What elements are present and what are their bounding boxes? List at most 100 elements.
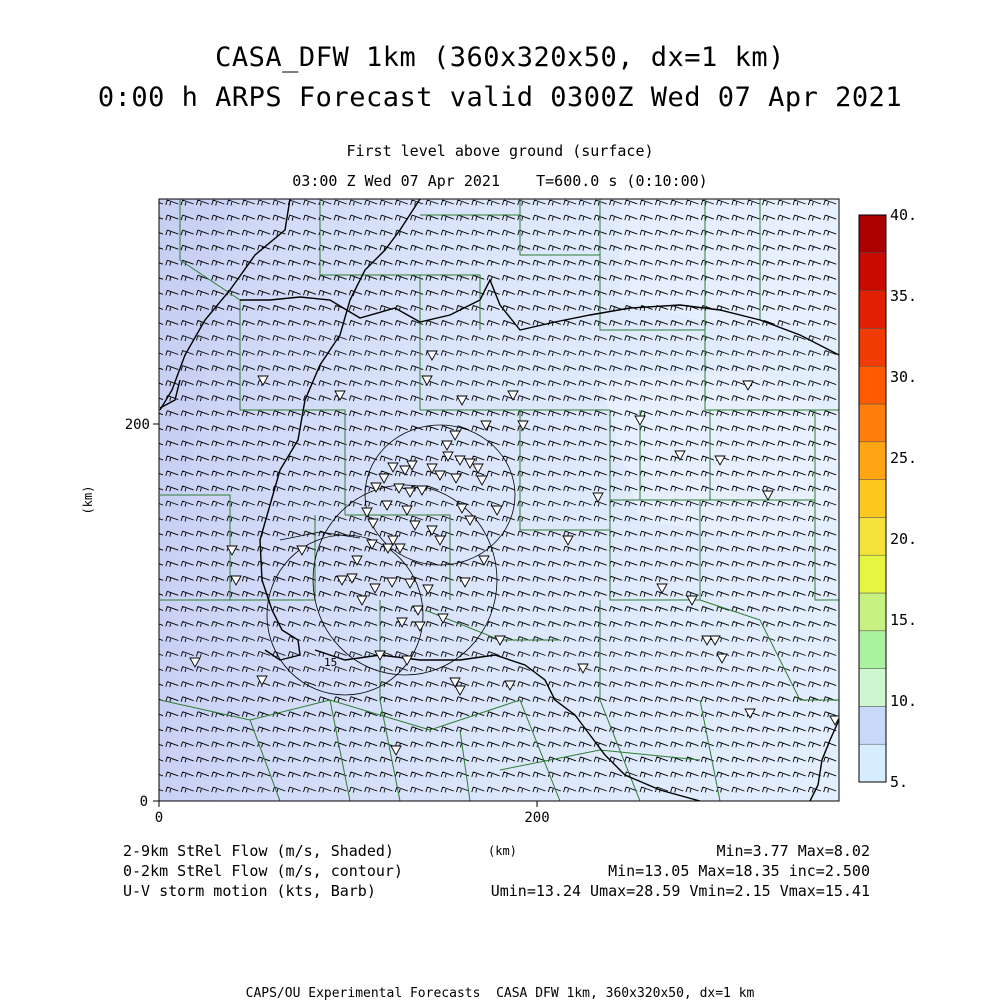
triangle-down-icon [336,575,348,586]
triangle-down-icon [351,555,363,566]
triangle-down-icon [454,455,466,466]
x-tick-200: 200 [524,810,549,826]
triangle-down-icon [426,463,438,474]
footer-line2-right: Min=13.05 Max=18.35 inc=2.500 [608,862,870,880]
triangle-down-icon [562,535,574,546]
triangle-down-icon [426,350,438,361]
contour-label: 15 [324,656,337,669]
triangle-down-icon [361,507,373,518]
triangle-down-icon [346,573,358,584]
footer-line1-left: 2-9km StRel Flow (m/s, Shaded) [123,842,394,860]
triangle-down-icon [374,650,386,661]
footer-x-unit: (km) [488,844,517,858]
footer-line3-right: Umin=13.24 Umax=28.59 Vmin=2.15 Vmax=15.… [490,882,870,900]
triangle-down-icon [476,475,488,486]
wind-barb-field [159,199,837,793]
triangle-down-icon [434,470,446,481]
triangle-down-icon [387,535,399,546]
triangle-down-icon [390,745,402,756]
triangle-down-icon [709,635,721,646]
colorbar-label: 30. [890,368,917,386]
map-area: 15 [159,199,839,801]
triangle-down-icon [404,487,416,498]
triangle-down-icon [226,545,238,556]
triangle-down-icon [478,555,490,566]
triangle-down-icon [399,465,411,476]
triangle-down-icon [762,490,774,501]
triangle-down-icon [378,473,390,484]
triangle-down-icon [256,675,268,686]
triangle-down-icon [370,482,382,493]
colorbar-swatch [858,290,887,329]
triangle-down-icon [456,503,468,514]
triangle-down-icon [367,518,379,529]
footer-credit: CAPS/OU Experimental Forecasts CASA DFW … [245,986,755,1001]
colorbar-swatch [858,630,887,669]
triangle-down-icon [409,520,421,531]
axis-ticks [153,423,538,807]
subtitle-time: 03:00 Z Wed 07 Apr 2021 T=600.0 s (0:10:… [292,172,708,190]
triangle-down-icon [442,451,454,462]
triangle-down-icon [491,505,503,516]
triangle-down-icon [334,390,346,401]
triangle-down-icon [404,578,416,589]
rivers [159,199,839,801]
colorbar-swatch [858,668,887,707]
triangle-down-icon [356,595,368,606]
colorbar-label: 35. [890,287,917,305]
title-line-1: CASA_DFW 1km (360x320x50, dx=1 km) [215,42,785,73]
colorbar-swatch [858,554,887,594]
colorbar-label: 20. [890,530,917,548]
triangle-down-icon [504,680,516,691]
triangle-down-icon [686,595,698,606]
colorbar-swatch [858,252,887,291]
triangle-down-icon [416,485,428,496]
triangle-down-icon [656,583,668,594]
triangle-down-icon [396,617,408,628]
colorbar: 5. 10. 15. 20. 25. 30. 35. 40. [858,206,917,791]
colorbar-label: 40. [890,206,917,224]
station-markers [189,350,839,756]
triangle-down-icon [744,708,756,719]
x-tick-0: 0 [155,810,163,826]
triangle-down-icon [230,575,242,586]
colorbar-label: 25. [890,449,917,467]
colorbar-label: 10. [890,692,917,710]
colorbar-label: 15. [890,611,917,629]
triangle-down-icon [434,535,446,546]
colorbar-label: 5. [890,773,908,791]
y-tick-0: 0 [140,794,148,810]
y-tick-200: 200 [125,417,150,433]
colorbar-frame [858,214,887,783]
triangle-down-icon [382,543,394,554]
triangle-down-icon [401,655,413,666]
triangle-down-icon [472,463,484,474]
triangle-down-icon [394,543,406,554]
triangle-down-icon [459,577,471,588]
triangle-down-icon [742,380,754,391]
map-shading-low-west [159,199,230,560]
triangle-down-icon [701,635,713,646]
triangle-down-icon [257,375,269,386]
triangle-down-icon [406,460,418,471]
triangle-down-icon [386,577,398,588]
footer-line1-right: Min=3.77 Max=8.02 [716,842,870,860]
triangle-down-icon [401,505,413,516]
triangle-down-icon [393,483,405,494]
triangle-down-icon [381,500,393,511]
triangle-down-icon [464,515,476,526]
colorbar-swatch [858,479,887,518]
colorbar-swatch [858,214,887,254]
colorbar-swatch [858,441,887,480]
wind-barbs [159,199,837,793]
map-frame [158,198,840,802]
footer-line3-left: U-V storm motion (kts, Barb) [123,882,376,900]
triangle-down-icon [426,525,438,536]
colorbar-swatch [858,592,887,632]
triangle-down-icon [456,395,468,406]
colorbar-swatch [858,517,887,556]
colorbar-swatch [858,706,887,745]
triangle-down-icon [422,584,434,595]
colorbar-swatch [858,403,887,443]
